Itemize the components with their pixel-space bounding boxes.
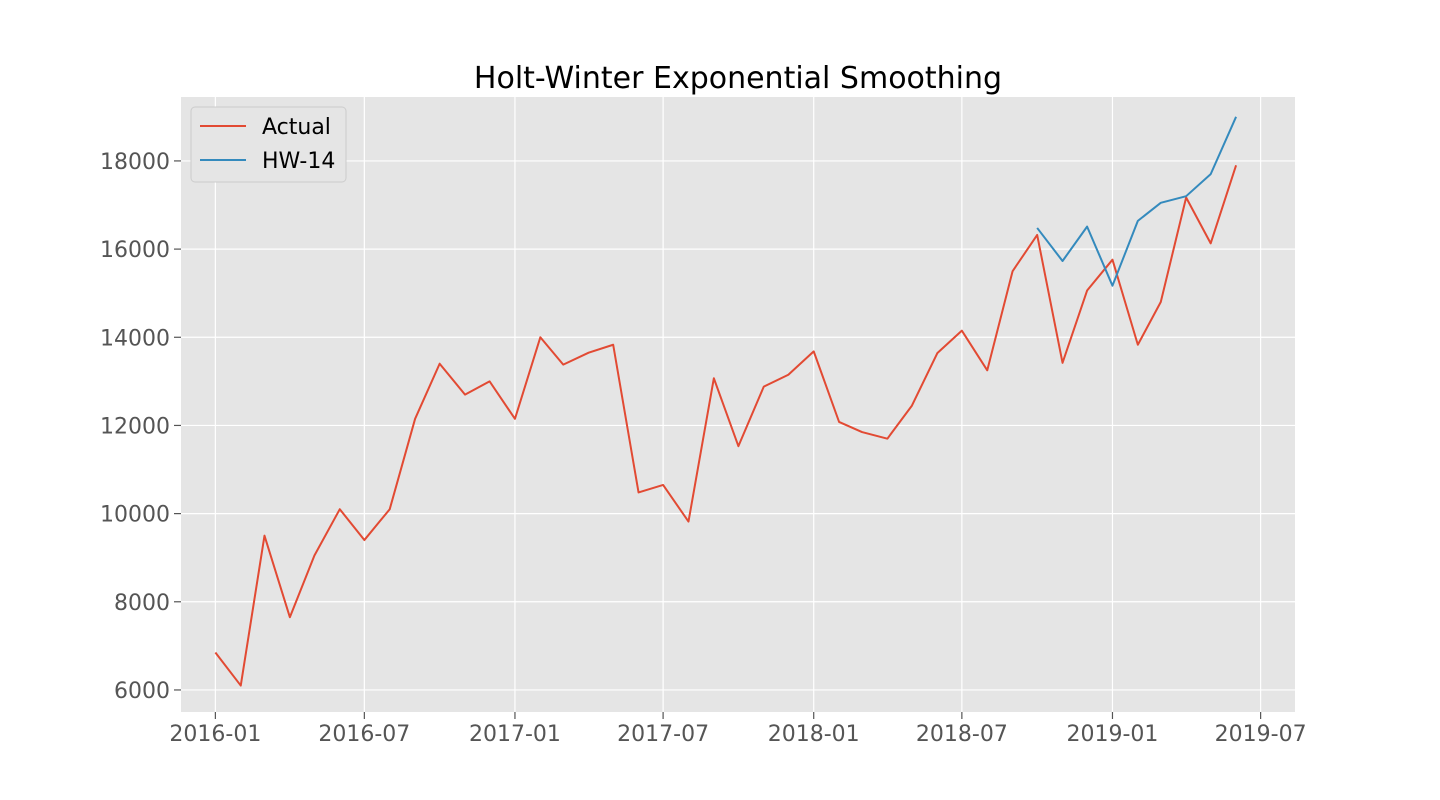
y-tick-label: 10000 (100, 503, 170, 528)
x-tick-label: 2018-01 (768, 722, 860, 747)
y-gridlines (181, 160, 1295, 691)
chart-title: Holt-Winter Exponential Smoothing (474, 61, 1002, 96)
legend-label: Actual (262, 115, 331, 140)
y-tick-label: 16000 (100, 238, 170, 263)
x-tick-label: 2017-07 (617, 722, 709, 747)
y-tick-label: 6000 (114, 679, 170, 704)
plot-area (181, 97, 1295, 712)
x-gridlines (214, 97, 1262, 712)
x-tick-label: 2019-01 (1067, 722, 1159, 747)
x-tick-label: 2016-01 (169, 722, 261, 747)
x-tick-label: 2017-01 (469, 722, 561, 747)
series-layer (214, 116, 1238, 687)
x-tick-label: 2019-07 (1215, 722, 1307, 747)
y-tick-label: 14000 (100, 326, 170, 351)
x-tick-label: 2016-07 (318, 722, 410, 747)
y-axis: 6000 8000 10000 12000 14000 16000 18000 (100, 150, 181, 704)
series-line-actual (214, 165, 1238, 687)
y-tick-label: 18000 (100, 150, 170, 175)
series-line-hw-14 (1036, 116, 1237, 287)
legend-label: HW-14 (262, 149, 335, 174)
x-axis: 2016-01 2016-07 2017-01 2017-07 2018-01 2018-… (169, 712, 1307, 747)
y-tick-label: 8000 (114, 591, 170, 616)
y-tick-label: 12000 (100, 414, 170, 439)
legend: Actual HW-14 (190, 106, 347, 183)
x-tick-label: 2018-07 (916, 722, 1008, 747)
